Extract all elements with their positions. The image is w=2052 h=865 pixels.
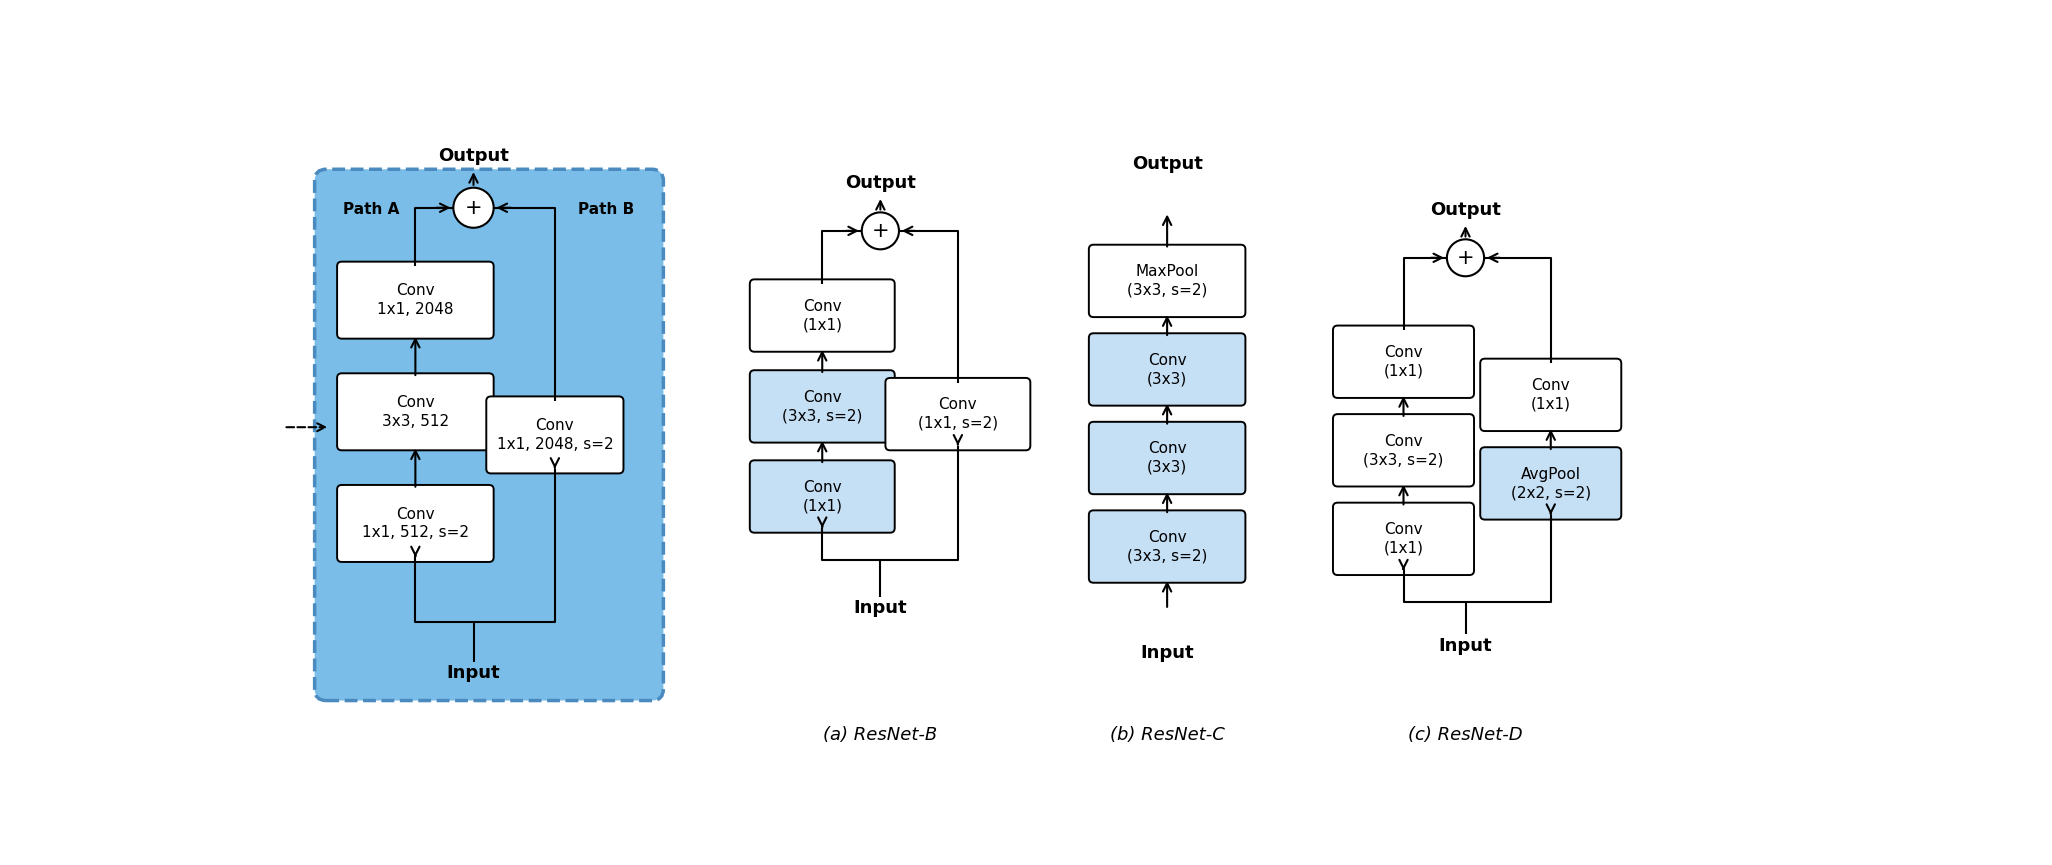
FancyBboxPatch shape — [1090, 422, 1246, 494]
Text: +: + — [872, 221, 889, 240]
Text: Conv
(1x1): Conv (1x1) — [1383, 522, 1424, 555]
Text: Conv
(3x3, s=2): Conv (3x3, s=2) — [1363, 433, 1445, 467]
FancyBboxPatch shape — [1334, 414, 1473, 486]
Text: Input: Input — [1438, 637, 1492, 655]
Text: Conv
1x1, 2048, s=2: Conv 1x1, 2048, s=2 — [497, 418, 614, 452]
Text: Input: Input — [854, 599, 907, 617]
FancyBboxPatch shape — [314, 170, 663, 701]
Text: Conv
(3x3): Conv (3x3) — [1147, 353, 1188, 387]
Circle shape — [453, 188, 495, 227]
Text: +: + — [464, 198, 482, 218]
FancyBboxPatch shape — [749, 370, 895, 443]
FancyBboxPatch shape — [1334, 325, 1473, 398]
Text: Input: Input — [1141, 644, 1194, 663]
FancyBboxPatch shape — [1479, 447, 1621, 520]
FancyBboxPatch shape — [749, 279, 895, 352]
FancyBboxPatch shape — [337, 261, 495, 339]
Text: (a) ResNet-B: (a) ResNet-B — [823, 727, 938, 744]
Text: Conv
(3x3, s=2): Conv (3x3, s=2) — [1127, 529, 1207, 563]
Text: Path A: Path A — [343, 202, 400, 217]
FancyBboxPatch shape — [1334, 503, 1473, 575]
FancyBboxPatch shape — [1090, 333, 1246, 406]
Text: Conv
(1x1): Conv (1x1) — [1531, 378, 1570, 412]
FancyBboxPatch shape — [1479, 359, 1621, 431]
FancyBboxPatch shape — [884, 378, 1030, 451]
Text: Output: Output — [1133, 155, 1202, 173]
Text: Conv
1x1, 2048: Conv 1x1, 2048 — [378, 284, 453, 317]
Text: MaxPool
(3x3, s=2): MaxPool (3x3, s=2) — [1127, 264, 1207, 298]
Text: Conv
(1x1): Conv (1x1) — [802, 298, 841, 332]
FancyBboxPatch shape — [1090, 510, 1246, 583]
Text: Conv
3x3, 512: Conv 3x3, 512 — [382, 395, 449, 428]
FancyBboxPatch shape — [337, 485, 495, 562]
Text: Conv
(1x1, s=2): Conv (1x1, s=2) — [917, 397, 997, 431]
Text: (b) ResNet-C: (b) ResNet-C — [1110, 727, 1225, 744]
FancyBboxPatch shape — [1090, 245, 1246, 317]
FancyBboxPatch shape — [486, 396, 624, 473]
Circle shape — [1447, 240, 1484, 276]
Text: (c) ResNet-D: (c) ResNet-D — [1408, 727, 1523, 744]
Text: Path B: Path B — [579, 202, 634, 217]
Text: Output: Output — [845, 175, 915, 192]
Text: +: + — [1457, 247, 1473, 268]
Text: Output: Output — [1430, 202, 1500, 220]
Text: Conv
(1x1): Conv (1x1) — [1383, 345, 1424, 379]
Text: Conv
1x1, 512, s=2: Conv 1x1, 512, s=2 — [361, 507, 468, 541]
FancyBboxPatch shape — [749, 460, 895, 533]
FancyBboxPatch shape — [337, 374, 495, 451]
Text: Conv
(1x1): Conv (1x1) — [802, 480, 841, 513]
Text: Output: Output — [437, 147, 509, 165]
Text: Input: Input — [447, 664, 501, 682]
Text: Conv
(3x3): Conv (3x3) — [1147, 441, 1188, 475]
Text: AvgPool
(2x2, s=2): AvgPool (2x2, s=2) — [1510, 466, 1590, 500]
Circle shape — [862, 213, 899, 249]
Text: Conv
(3x3, s=2): Conv (3x3, s=2) — [782, 389, 862, 423]
